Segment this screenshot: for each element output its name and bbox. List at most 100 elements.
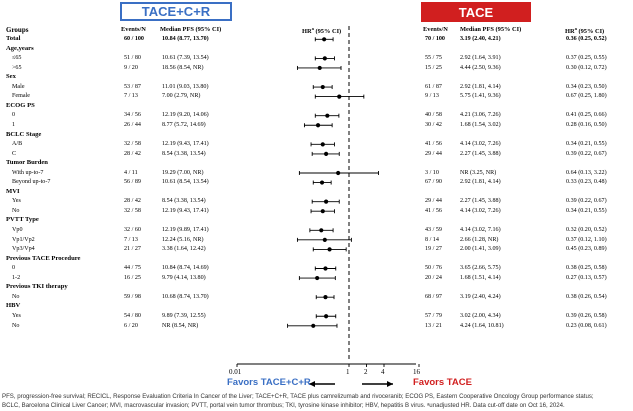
hr-point	[327, 247, 332, 252]
events-right-cell: 30 / 42	[425, 121, 442, 128]
hr-point	[323, 314, 329, 319]
col-header-median-left: Median PFS (95% CI)	[160, 26, 222, 33]
tace-header-label: TACE	[458, 4, 494, 20]
median-left-cell: 10.84 (8.77, 13.70)	[162, 36, 209, 42]
events-right-cell: 29 / 44	[425, 150, 442, 157]
events-left-cell: 51 / 80	[124, 55, 141, 62]
median-right-cell: 4.14 (3.02, 7.26)	[460, 207, 501, 214]
hr-point	[320, 142, 325, 147]
events-right-cell: 68 / 97	[425, 293, 442, 300]
hr-right-cell: 0.38 (0.25, 0.58)	[566, 265, 607, 272]
col-header-events-left: Events/N	[121, 26, 146, 33]
events-right-cell: 55 / 75	[425, 55, 442, 62]
hr-point	[315, 275, 320, 281]
median-right-cell: 1.68 (1.51, 4.14)	[460, 274, 501, 281]
median-right-cell: 4.21 (3.06, 7.26)	[460, 112, 501, 119]
events-left-cell: 34 / 56	[124, 112, 141, 119]
subgroup-label: 0	[12, 112, 16, 119]
favors-left-label: Favors TACE+C+R	[227, 377, 311, 388]
events-left-cell: 28 / 42	[124, 198, 141, 205]
col-header-events-right: Events/N	[423, 26, 448, 33]
axis-tick-label: 0.01	[229, 368, 242, 376]
median-right-cell: 3.19 (2.40, 4.24)	[460, 293, 501, 300]
events-left-cell: 21 / 27	[124, 246, 141, 253]
median-left-cell: 12.19 (9.89, 17.41)	[162, 227, 209, 233]
section-label: Previous TACE Procedure	[6, 254, 81, 262]
median-left-cell: 8.77 (5.72, 14.69)	[162, 121, 206, 128]
section-label: Previous TKI therapy	[6, 283, 68, 291]
total-label: Total	[6, 35, 21, 42]
events-left-cell: 6 / 20	[124, 322, 138, 329]
median-left-cell: 9.79 (4.14, 13.80)	[162, 274, 206, 281]
events-right-cell: 15 / 25	[425, 64, 442, 71]
hr-right-cell: 0.39 (0.22, 0.67)	[566, 198, 607, 205]
hr-point	[323, 151, 329, 156]
tace-c-r-header-label: TACE+C+R	[141, 4, 211, 19]
median-left-cell: 8.54 (3.38, 13.54)	[162, 198, 206, 205]
footnote-line-2: BCLC, Barcelona Clinical Liver Cancer; M…	[2, 402, 565, 409]
subgroup-label: A/B	[12, 141, 23, 148]
hr-right-cell: 0.45 (0.23, 0.89)	[566, 246, 607, 253]
events-right-cell: 41 / 56	[425, 141, 442, 148]
median-right-cell: 3.02 (2.00, 4.34)	[460, 312, 501, 319]
events-left-cell: 32 / 58	[124, 141, 141, 148]
events-left-cell: 32 / 60	[124, 227, 141, 233]
events-left-cell: 44 / 75	[124, 265, 141, 272]
events-left-cell: 16 / 25	[124, 274, 141, 281]
events-right-cell: 43 / 59	[425, 227, 442, 233]
subgroup-label: Female	[12, 93, 30, 100]
col-header-hr-right: HRa (95% CI)	[565, 26, 605, 36]
subgroup-label: >65	[12, 64, 22, 71]
median-left-cell: 12.24 (5.16, NR)	[162, 236, 204, 243]
subgroup-label: Vp3/Vp4	[12, 246, 35, 253]
events-right-cell: 29 / 44	[425, 198, 442, 205]
median-right-cell: 3.65 (2.66, 5.75)	[460, 265, 501, 272]
median-left-cell: 10.68 (8.74, 13.70)	[162, 293, 209, 300]
median-left-cell: 3.38 (1.64, 12.42)	[162, 246, 206, 253]
section-label: BCLC Stage	[6, 130, 42, 138]
hr-right-cell: 0.32 (0.20, 0.52)	[566, 227, 607, 233]
hr-point	[320, 209, 325, 214]
hr-right-cell: 0.38 (0.26, 0.54)	[566, 293, 607, 300]
hr-point	[322, 56, 327, 61]
events-left-cell: 53 / 87	[124, 83, 141, 90]
subgroup-label: Male	[12, 83, 25, 90]
median-right-cell: NR (3.25, NR)	[460, 169, 497, 176]
axis-tick-label: 2	[364, 368, 368, 376]
hr-point	[323, 266, 328, 271]
subgroup-label: Yes	[12, 312, 21, 319]
events-left-cell: 32 / 58	[124, 207, 141, 214]
events-left-cell: 9 / 20	[124, 64, 138, 71]
hr-right-cell: 0.34 (0.21, 0.55)	[566, 207, 607, 214]
col-header-median-right: Median PFS (95% CI)	[460, 26, 522, 33]
events-right-cell: 57 / 79	[425, 312, 442, 319]
median-right-cell: 4.44 (2.50, 9.36)	[460, 64, 501, 71]
hr-point	[325, 113, 330, 118]
hr-point	[336, 170, 341, 176]
hr-point	[323, 295, 328, 300]
subgroup-label: C	[12, 150, 17, 157]
section-label: MVI	[6, 187, 20, 195]
hr-point	[322, 37, 327, 42]
median-right-cell: 1.68 (1.54, 3.02)	[460, 121, 501, 128]
subgroup-label: Vp0	[12, 227, 23, 233]
hr-right-cell: 0.28 (0.16, 0.50)	[566, 121, 607, 128]
hr-right-rest: (95% CI)	[576, 28, 605, 36]
hr-right-cell: 0.33 (0.23, 0.48)	[566, 179, 607, 186]
hr-right-cell: 0.41 (0.25, 0.66)	[566, 112, 607, 119]
subgroup-label: With up-to-7	[12, 169, 44, 176]
hr-right-cell: 0.67 (0.25, 1.80)	[566, 93, 607, 100]
hr-point	[319, 180, 325, 185]
subgroup-label: Yes	[12, 198, 21, 205]
section-label: PVTT Type	[6, 216, 39, 224]
median-right-cell: 2.27 (1.45, 3.88)	[460, 198, 501, 205]
hr-right-text: HR	[565, 28, 575, 36]
favors-right-arrow-head	[387, 381, 393, 387]
events-left-cell: 4 / 11	[124, 169, 138, 176]
tace-c-r-header-box: TACE+C+R	[120, 2, 232, 21]
hr-right-cell: 0.30 (0.12, 0.72)	[566, 64, 607, 71]
favors-left-arrow-head	[309, 381, 315, 387]
events-right-cell: 40 / 58	[425, 112, 442, 119]
